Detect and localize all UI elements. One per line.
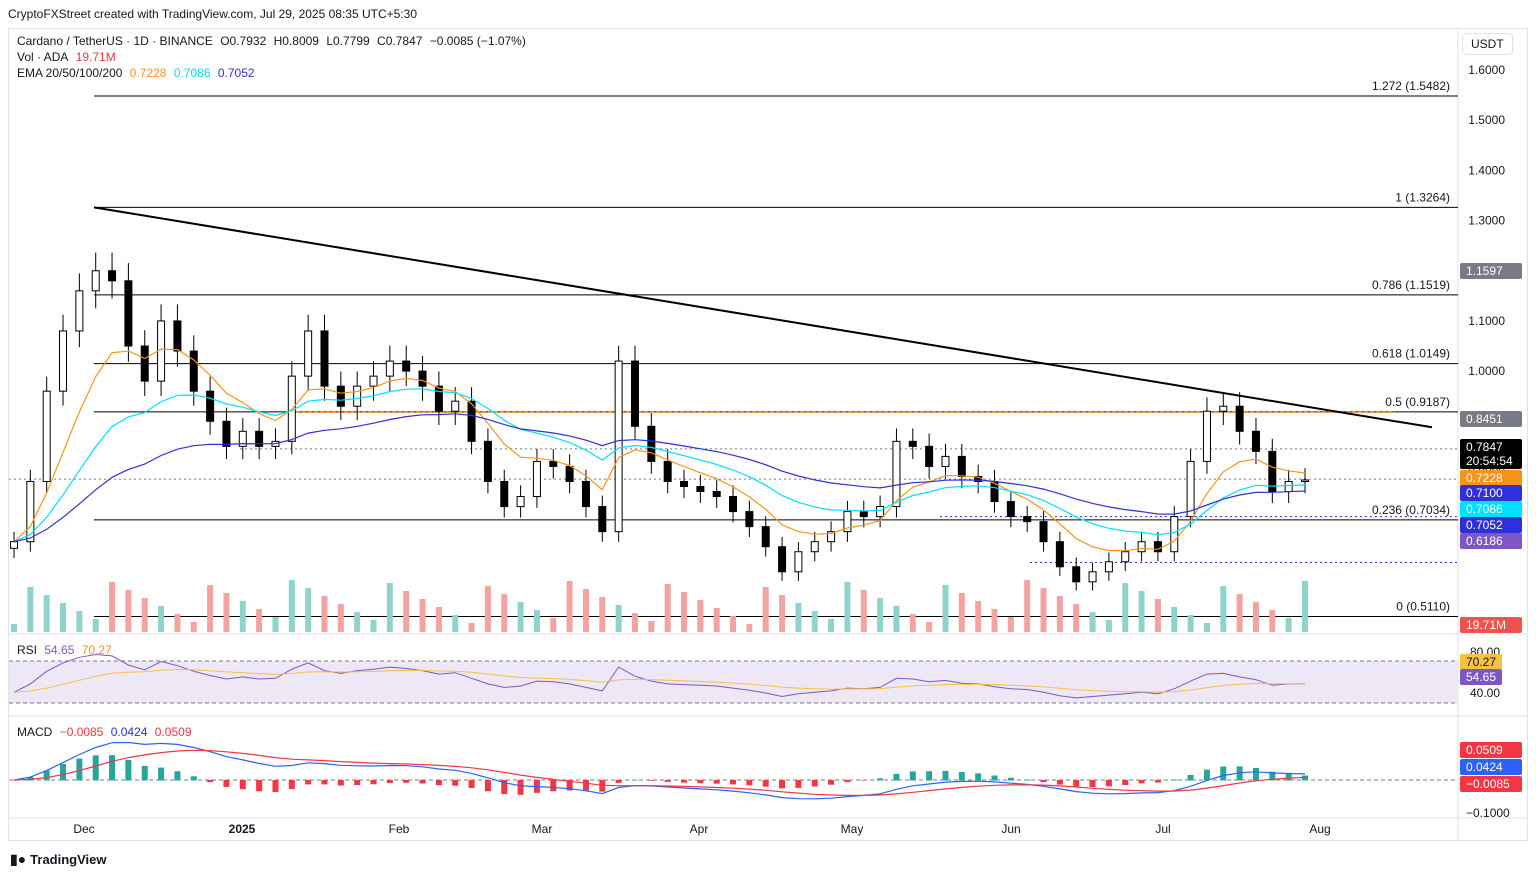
tv-logo-icon: ▮● xyxy=(10,851,27,867)
symbol-title[interactable]: Cardano / TetherUS · 1D · BINANCE xyxy=(17,34,213,48)
ema50-value: 0.7086 xyxy=(173,66,211,80)
rsi-ma-value: 70.27 xyxy=(81,643,112,657)
ohlc-low: L0.7799 xyxy=(326,34,370,48)
symbol-legend[interactable]: Cardano / TetherUS · 1D · BINANCE O0.793… xyxy=(17,34,530,48)
macd-hist-value: −0.0085 xyxy=(59,725,104,739)
rsi-value: 54.65 xyxy=(44,643,75,657)
chart-frame xyxy=(8,28,1528,841)
macd-legend[interactable]: MACD −0.0085 0.0424 0.0509 xyxy=(17,725,196,739)
volume-legend[interactable]: Vol · ADA 19.71M xyxy=(17,50,120,64)
ohlc-open: O0.7932 xyxy=(220,34,267,48)
chart-credit: CryptoFXStreet created with TradingView.… xyxy=(8,7,417,21)
ohlc-change: −0.0085 (−1.07%) xyxy=(429,34,526,48)
macd-line-value: 0.0424 xyxy=(110,725,148,739)
tradingview-logo[interactable]: ▮● TradingView xyxy=(10,851,107,868)
rsi-legend[interactable]: RSI 54.65 70.27 xyxy=(17,643,116,657)
ema-legend[interactable]: EMA 20/50/100/200 0.7228 0.7086 0.7052 xyxy=(17,66,259,80)
tv-logo-text: TradingView xyxy=(30,852,107,867)
currency-selector[interactable]: USDT xyxy=(1462,33,1513,55)
ohlc-high: H0.8009 xyxy=(273,34,319,48)
ema20-value: 0.7228 xyxy=(129,66,167,80)
ohlc-close: C0.7847 xyxy=(377,34,423,48)
volume-value: 19.71M xyxy=(75,50,116,64)
rsi-label: RSI xyxy=(17,643,38,657)
macd-signal-value: 0.0509 xyxy=(154,725,192,739)
volume-label: Vol · ADA xyxy=(17,50,69,64)
ema-label: EMA 20/50/100/200 xyxy=(17,66,123,80)
macd-label: MACD xyxy=(17,725,53,739)
ema100-value: 0.7052 xyxy=(217,66,255,80)
